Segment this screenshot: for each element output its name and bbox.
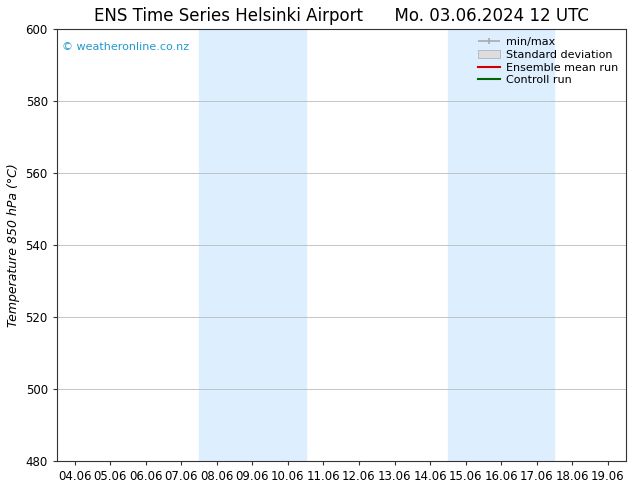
Title: ENS Time Series Helsinki Airport      Mo. 03.06.2024 12 UTC: ENS Time Series Helsinki Airport Mo. 03.…	[94, 7, 588, 25]
Text: © weatheronline.co.nz: © weatheronline.co.nz	[63, 42, 190, 52]
Bar	[448, 29, 555, 461]
Bar	[199, 29, 306, 461]
Legend: min/max, Standard deviation, Ensemble mean run, Controll run: min/max, Standard deviation, Ensemble me…	[476, 35, 620, 88]
Y-axis label: Temperature 850 hPa (°C): Temperature 850 hPa (°C)	[7, 163, 20, 327]
